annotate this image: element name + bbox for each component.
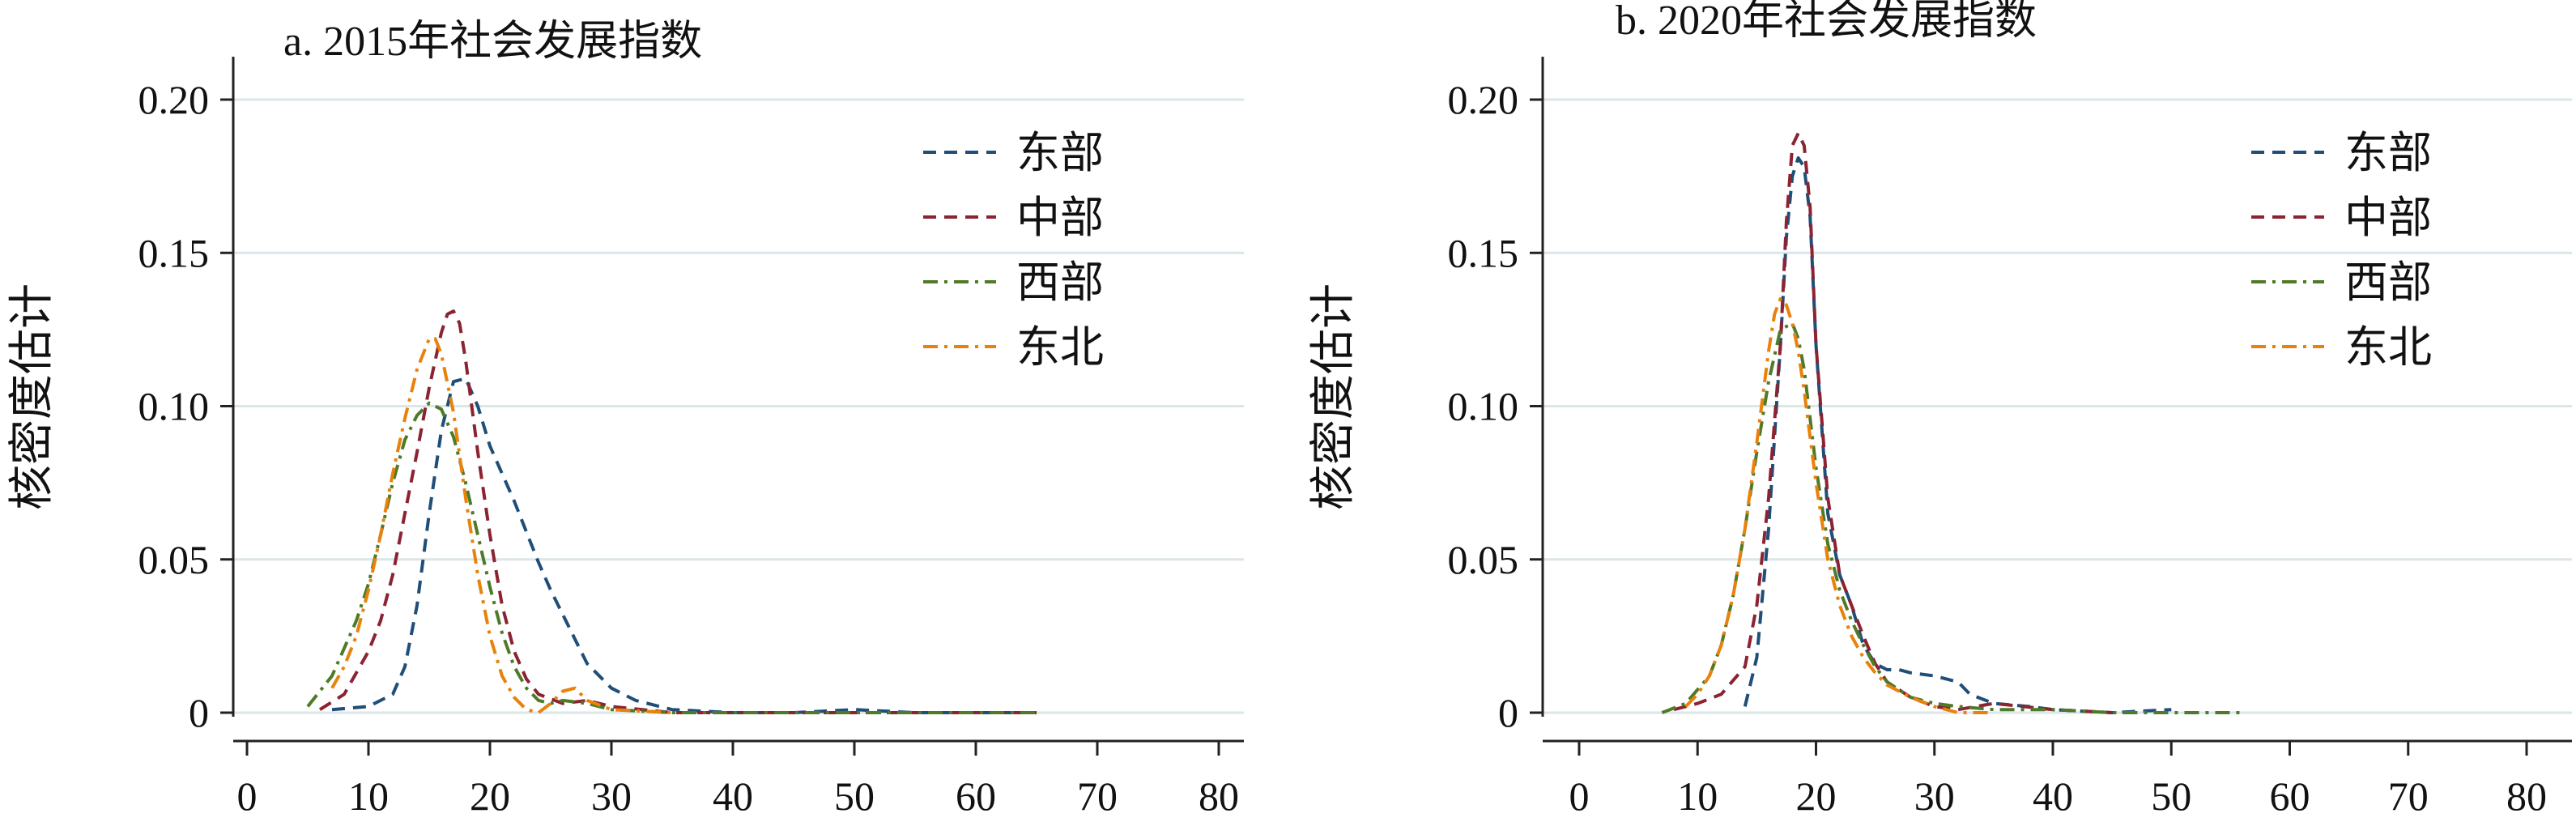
x-tick-label: 20 (470, 773, 510, 819)
series-line-2 (318, 309, 1037, 714)
x-tick-label: 10 (1677, 773, 1718, 819)
y-tick-label: 0.10 (138, 384, 210, 429)
x-tick-label: 60 (956, 773, 996, 819)
legend-label: 中部 (2344, 194, 2432, 242)
y-tick-label: 0.20 (138, 77, 210, 122)
chart-panel-1: 0 0.05 0.10 0.15 0.20 0 10 20 30 40 50 60 70 80 a. 201… (7, 19, 1244, 819)
x-tick-label: 70 (2388, 773, 2429, 819)
series-line-4 (330, 337, 673, 714)
x-tick-label: 50 (834, 773, 875, 819)
x-tick-label: 0 (237, 773, 258, 819)
x-tick-label: 50 (2151, 773, 2191, 819)
y-axis-label: 核密度估计 (7, 283, 57, 510)
y-tick-label: 0.15 (1448, 230, 1519, 275)
legend-label: 东北 (1016, 323, 1104, 372)
legend-label: 中部 (1016, 194, 1104, 242)
panel-title: b. 2020年社会发展指数 (1616, 0, 2037, 44)
y-tick-label: 0.15 (138, 230, 210, 275)
x-tick-label: 30 (1914, 773, 1955, 819)
panel-title: a. 2015年社会发展指数 (283, 19, 702, 65)
legend-label: 西部 (2344, 258, 2432, 307)
series-line-1 (331, 377, 1037, 714)
y-tick-label: 0 (1498, 690, 1518, 735)
x-tick-label: 30 (591, 773, 632, 819)
legend-label: 西部 (1016, 258, 1104, 307)
x-tick-label: 80 (2506, 773, 2547, 819)
y-tick-label: 0.20 (1448, 77, 1519, 122)
legend-label: 东部 (1016, 129, 1104, 177)
y-tick-label: 0.10 (1448, 384, 1519, 429)
y-tick-label: 0.05 (1448, 537, 1519, 582)
x-tick-label: 60 (2270, 773, 2310, 819)
series-line-2 (1673, 131, 2113, 714)
x-tick-label: 20 (1796, 773, 1837, 819)
x-tick-label: 80 (1199, 773, 1239, 819)
legend-label: 东北 (2344, 323, 2432, 372)
y-axis-label: 核密度估计 (1309, 283, 1359, 510)
y-tick-label: 0.05 (138, 537, 210, 582)
y-tick-label: 0 (189, 690, 209, 735)
x-tick-label: 10 (348, 773, 389, 819)
x-tick-label: 70 (1077, 773, 1118, 819)
x-tick-label: 40 (713, 773, 753, 819)
series-line-3 (1661, 322, 2242, 714)
x-tick-label: 0 (1569, 773, 1590, 819)
x-tick-label: 40 (2033, 773, 2073, 819)
chart-panel-2: 0 0.05 0.10 0.15 0.20 0 10 20 30 40 50 60 70 80 b. 202… (1309, 0, 2572, 819)
legend-label: 东部 (2344, 129, 2432, 177)
series-line-4 (1684, 297, 1994, 714)
